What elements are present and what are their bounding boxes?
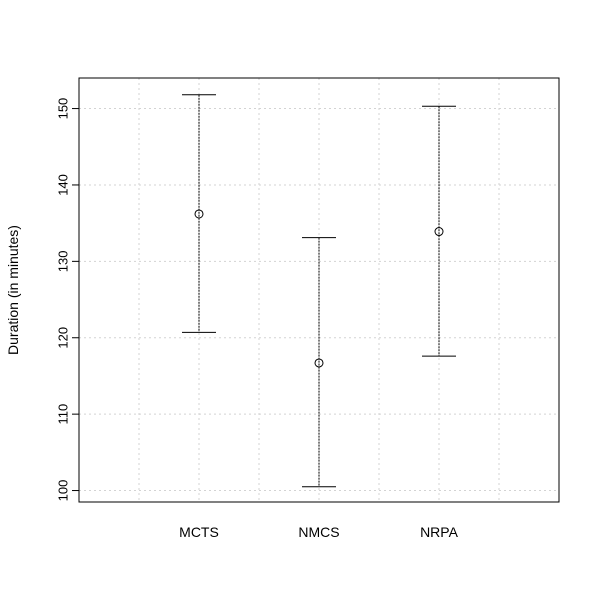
mean-point	[314, 358, 324, 368]
mean-point	[194, 209, 204, 219]
y-tick-label: 130	[56, 250, 71, 272]
y-tick-label: 110	[56, 404, 71, 425]
y-tick-label: 150	[56, 98, 71, 120]
x-category-label: MCTS	[179, 524, 219, 540]
y-tick-label: 140	[56, 174, 71, 196]
plot-frame	[78, 77, 560, 503]
y-axis: 100 110 120 130 140 150	[56, 98, 79, 502]
x-axis: MCTS NMCS NRPA	[179, 524, 458, 540]
x-category-label: NRPA	[420, 524, 459, 540]
x-category-label: NMCS	[298, 524, 339, 540]
mean-point	[434, 227, 444, 237]
data-marks	[182, 94, 456, 488]
y-axis-title: Duration (in minutes)	[5, 225, 21, 355]
y-tick-label: 100	[56, 480, 71, 502]
y-tick-label: 120	[56, 327, 71, 349]
